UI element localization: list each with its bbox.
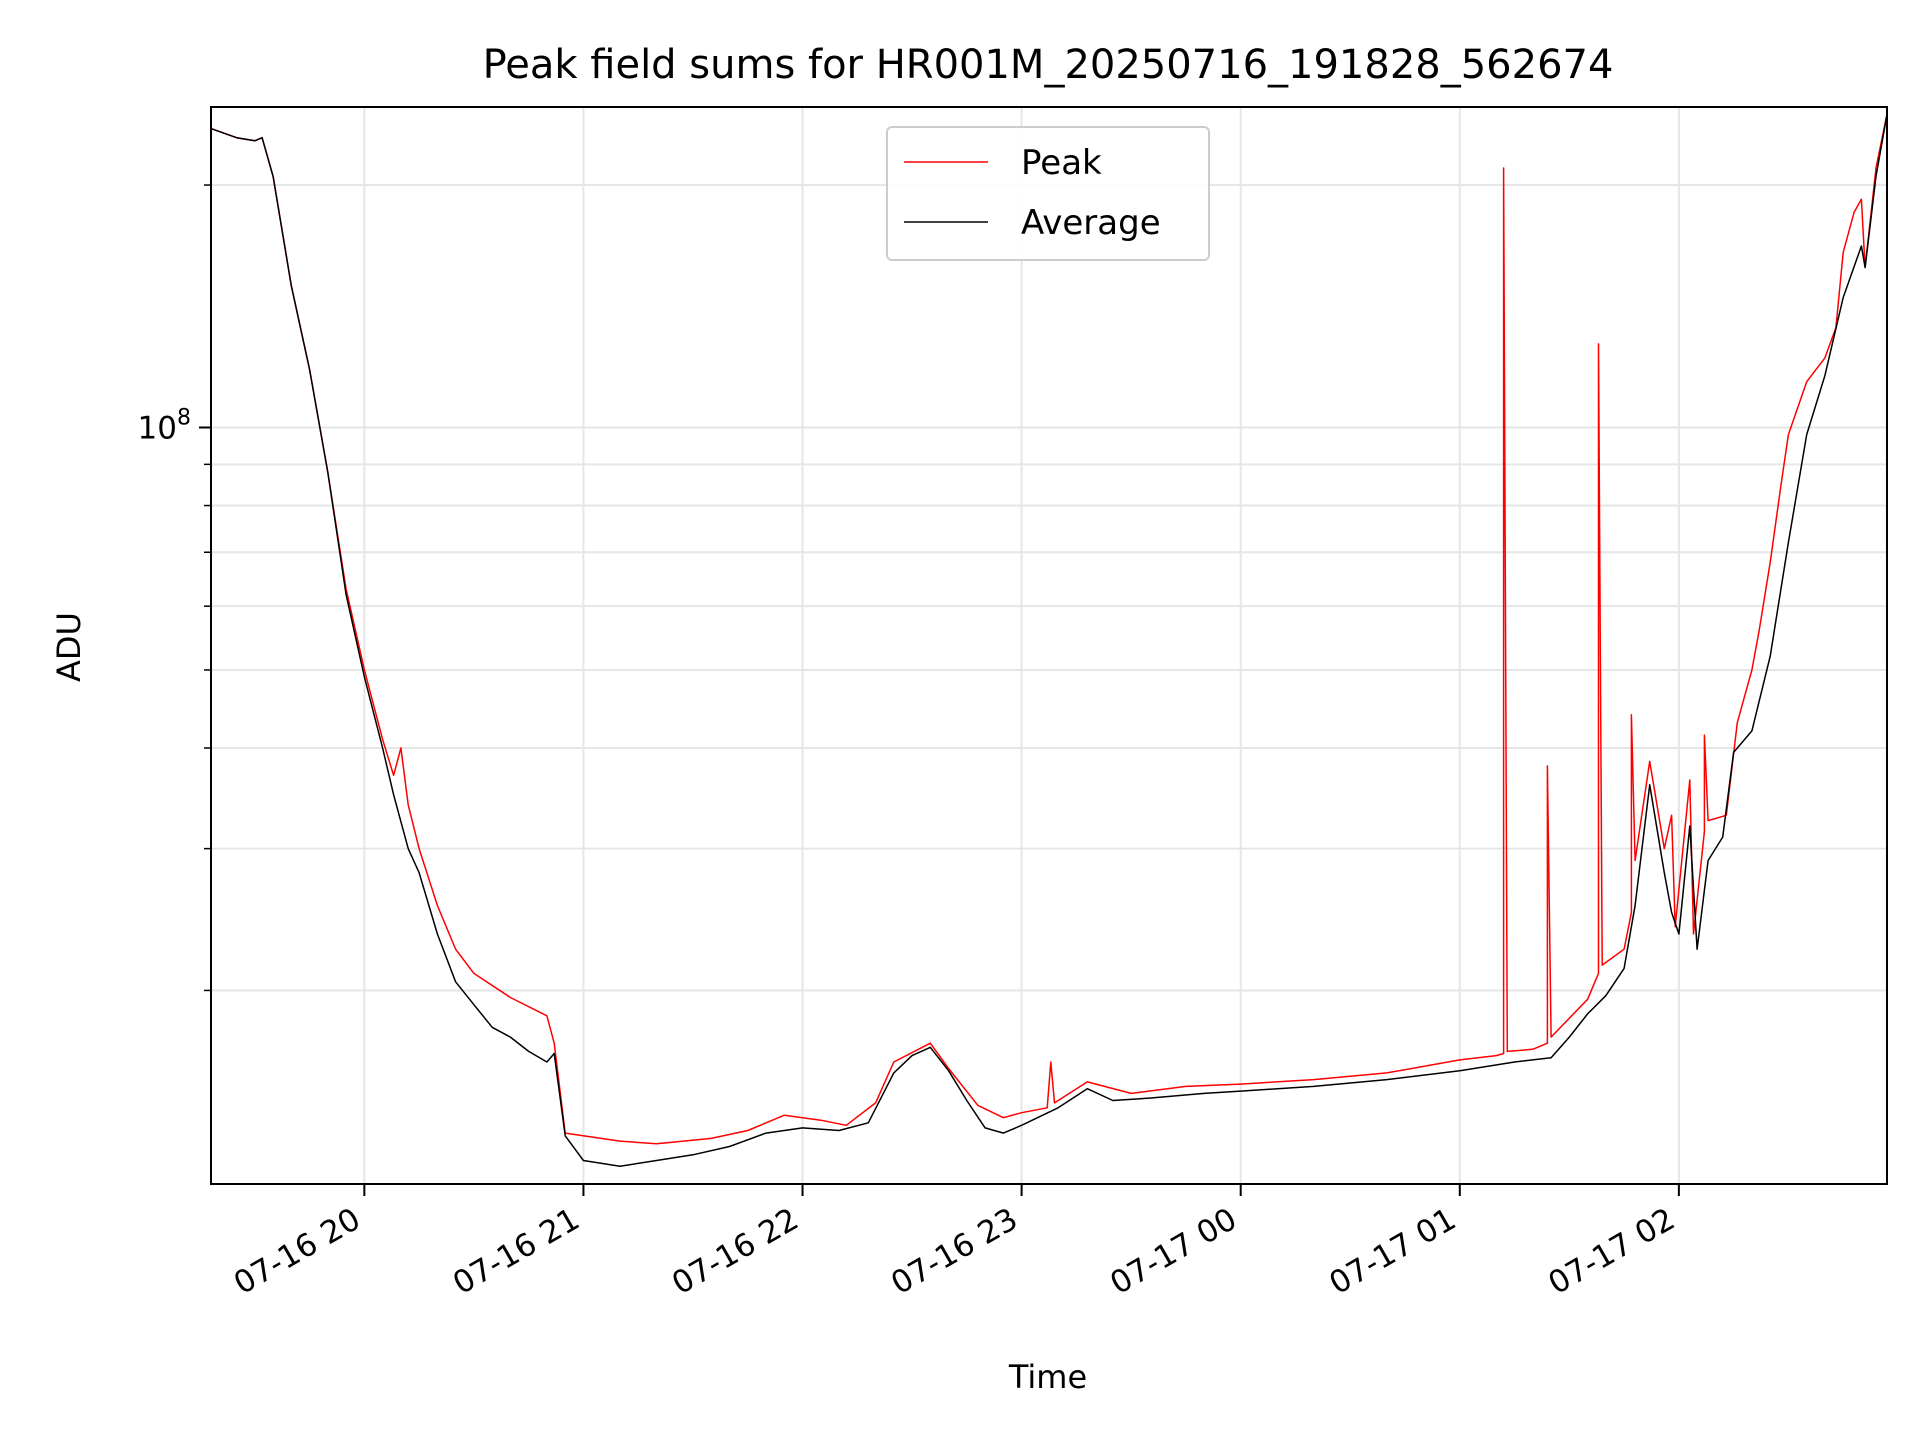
legend-average-label: Average: [1021, 203, 1161, 243]
legend-peak-label: Peak: [1021, 143, 1102, 183]
plot-frame: [210, 106, 1888, 1185]
x-axis-label: Time: [1008, 1358, 1087, 1396]
legend: Peak Average: [886, 126, 1210, 261]
series-layer: [210, 113, 1888, 1167]
y-axis-label: ADU: [50, 612, 88, 682]
y-tick-label: 108: [138, 405, 191, 446]
series-average: [210, 113, 1888, 1167]
legend-box: [886, 126, 1210, 261]
series-line-average: [210, 113, 1888, 1167]
grid: [211, 107, 1887, 1184]
chart-title: Peak field sums for HR001M_20250716_1918…: [483, 42, 1614, 88]
